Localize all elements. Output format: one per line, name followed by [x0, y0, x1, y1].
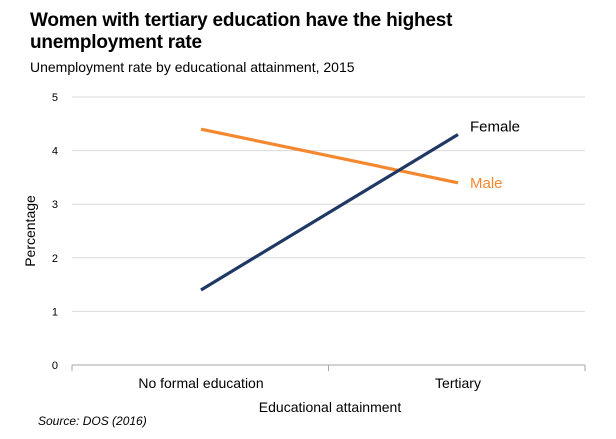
gridlines: [72, 96, 585, 312]
y-axis-ticks: 0 1 2 3 4 5: [52, 92, 58, 372]
x-axis-ticks: No formal education Tertiary: [138, 375, 481, 391]
series-label-female: Female: [470, 119, 520, 136]
y-tick-label: 0: [52, 360, 58, 372]
x-tick-label: Tertiary: [435, 375, 481, 391]
series-line-female: [200, 133, 459, 292]
x-axis: [71, 364, 586, 371]
y-tick-label: 4: [52, 146, 58, 158]
x-axis-label: Educational attainment: [259, 399, 402, 415]
y-tick-label: 3: [52, 199, 58, 211]
y-tick-label: 1: [52, 306, 58, 318]
y-axis-label: Percentage: [22, 195, 38, 267]
series-labels: Male Female: [470, 119, 520, 192]
y-tick-label: 5: [52, 92, 58, 104]
chart-subtitle: Unemployment rate by educational attainm…: [30, 59, 355, 75]
series-label-male: Male: [470, 175, 503, 192]
chart-title: Women with tertiary education have the h…: [30, 10, 453, 53]
x-tick-label: No formal education: [138, 375, 263, 391]
series-line-male: [200, 127, 459, 185]
y-tick-label: 2: [52, 253, 58, 265]
source-note: Source: DOS (2016): [38, 414, 147, 428]
series-lines: [200, 127, 459, 292]
